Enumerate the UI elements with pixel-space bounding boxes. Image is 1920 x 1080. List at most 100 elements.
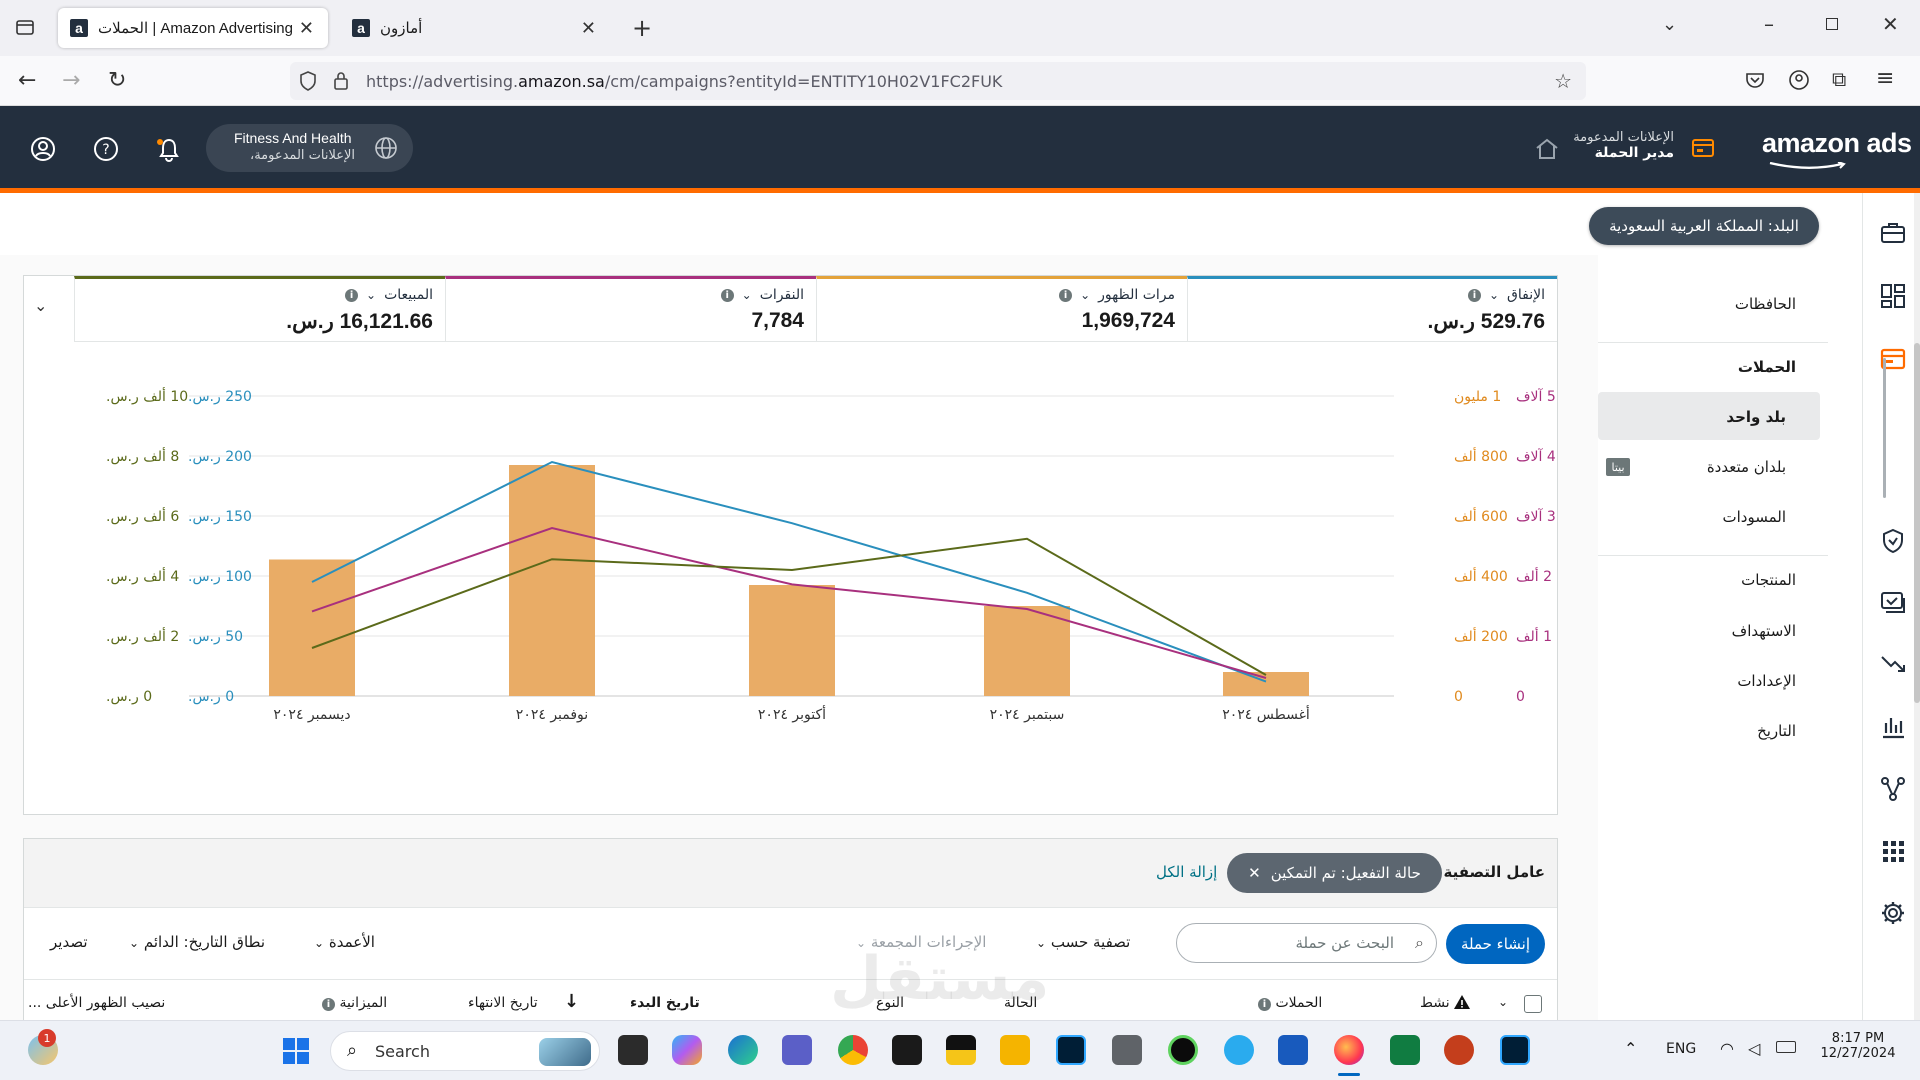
filter-by-dropdown[interactable]: تصفية حسب ⌄ bbox=[1036, 933, 1131, 951]
chevron-down-icon[interactable]: ⌄ bbox=[1662, 14, 1678, 35]
language-indicator[interactable]: ENG bbox=[1666, 1041, 1697, 1057]
sort-arrow-icon[interactable]: ↓ bbox=[564, 991, 580, 1012]
nav-portfolios[interactable]: الحافظات bbox=[1734, 295, 1796, 313]
brand-protection-shield-icon[interactable] bbox=[1879, 527, 1907, 555]
nav-single-country[interactable]: بلد واحد bbox=[1726, 408, 1786, 426]
info-icon[interactable]: i bbox=[1467, 288, 1481, 302]
help-icon[interactable]: ? bbox=[93, 136, 119, 162]
taskbar-search-box[interactable]: ⌕ Search bbox=[330, 1031, 600, 1071]
chevron-down-icon[interactable]: ⌄ bbox=[1498, 995, 1509, 1009]
clear-all-link[interactable]: إزالة الكل bbox=[1156, 863, 1218, 881]
campaign-manager-icon[interactable] bbox=[1879, 345, 1907, 373]
wifi-icon[interactable]: ◠ bbox=[1720, 1039, 1734, 1058]
edge-browser-icon[interactable] bbox=[728, 1035, 758, 1065]
chevron-down-icon[interactable]: ⌄ bbox=[366, 288, 377, 302]
url-bar[interactable]: https://advertising. amazon.sa/cm/campaig… bbox=[290, 62, 1586, 100]
info-icon[interactable]: i bbox=[1059, 288, 1073, 302]
user-profile-icon[interactable] bbox=[30, 136, 56, 162]
nav-settings[interactable]: الإعدادات bbox=[1737, 672, 1796, 690]
select-all-checkbox[interactable] bbox=[1524, 995, 1542, 1013]
columns-dropdown[interactable]: الأعمدة ⌄ bbox=[314, 933, 375, 951]
remove-filter-icon[interactable]: ✕ bbox=[1248, 864, 1261, 882]
account-icon[interactable] bbox=[1788, 69, 1810, 91]
create-campaign-button[interactable]: إنشاء حملة bbox=[1446, 924, 1545, 964]
app-icon[interactable] bbox=[892, 1035, 922, 1065]
col-type[interactable]: النوع bbox=[876, 995, 904, 1011]
bulk-actions-dropdown[interactable]: الإجراءات المجمعة ⌄ bbox=[856, 933, 987, 951]
nav-campaigns[interactable]: الحملات bbox=[1737, 358, 1796, 376]
tab-amazon[interactable]: a أمازون ✕ bbox=[340, 8, 610, 48]
col-status[interactable]: الحالة bbox=[1004, 995, 1038, 1011]
filter-chip[interactable]: حالة التفعيل: تم التمكين ✕ bbox=[1227, 853, 1442, 893]
chevron-down-icon[interactable]: ⌄ bbox=[1080, 288, 1091, 302]
file-explorer-icon[interactable] bbox=[1000, 1035, 1030, 1065]
calculator-icon[interactable] bbox=[1112, 1035, 1142, 1065]
reports-bar-chart-icon[interactable] bbox=[1879, 713, 1907, 741]
close-tab-icon[interactable]: ✕ bbox=[580, 17, 596, 39]
trend-icon[interactable] bbox=[1879, 651, 1907, 679]
word-icon[interactable] bbox=[1278, 1035, 1308, 1065]
nav-products[interactable]: المنتجات bbox=[1741, 571, 1796, 589]
tab-list-icon[interactable] bbox=[14, 16, 36, 38]
clock[interactable]: 8:17 PM 12/27/2024 bbox=[1816, 1031, 1900, 1061]
briefcase-icon[interactable] bbox=[1879, 219, 1907, 247]
pocket-icon[interactable] bbox=[1744, 69, 1766, 91]
bookmark-star-icon[interactable]: ☆ bbox=[1554, 69, 1572, 93]
back-icon[interactable]: ← bbox=[18, 68, 37, 93]
telegram-icon[interactable] bbox=[1224, 1035, 1254, 1065]
extensions-icon[interactable]: ⧉ bbox=[1832, 67, 1847, 91]
menu-icon[interactable]: ≡ bbox=[1876, 66, 1895, 91]
close-window-icon[interactable]: ✕ bbox=[1882, 12, 1899, 36]
photoshop-icon[interactable] bbox=[1500, 1035, 1530, 1065]
volume-icon[interactable]: ◁ bbox=[1748, 1039, 1761, 1058]
app-icon[interactable] bbox=[1168, 1035, 1198, 1065]
collapse-chevron-icon[interactable]: ⌄ bbox=[34, 296, 48, 315]
workflow-icon[interactable] bbox=[1879, 775, 1907, 803]
info-icon[interactable]: i bbox=[720, 288, 734, 302]
notifications-bell-icon[interactable] bbox=[155, 136, 183, 164]
apps-grid-icon[interactable] bbox=[1879, 837, 1907, 865]
chevron-up-icon[interactable]: ⌃ bbox=[1624, 1039, 1638, 1058]
col-budget[interactable]: الميزانية i bbox=[322, 995, 387, 1011]
firefox-icon[interactable] bbox=[1334, 1035, 1364, 1065]
nav-history[interactable]: التاريخ bbox=[1757, 722, 1796, 740]
forward-icon[interactable]: → bbox=[62, 68, 81, 93]
windows-start-icon[interactable] bbox=[282, 1037, 310, 1065]
search-input[interactable]: ⌕ البحث عن حملة bbox=[1176, 923, 1437, 963]
battery-icon[interactable] bbox=[1776, 1041, 1796, 1053]
metric-impressions[interactable]: مرات الظهور ⌄ i 1,969,724 bbox=[816, 276, 1187, 342]
copilot-icon[interactable] bbox=[672, 1035, 702, 1065]
chevron-down-icon[interactable]: ⌄ bbox=[741, 288, 752, 302]
metric-clicks[interactable]: النقرات ⌄ i 7,784 bbox=[445, 276, 816, 342]
close-tab-icon[interactable]: ✕ bbox=[298, 17, 314, 39]
new-tab-icon[interactable]: + bbox=[632, 14, 653, 42]
teams-icon[interactable] bbox=[782, 1035, 812, 1065]
info-icon[interactable]: i bbox=[345, 288, 359, 302]
reload-icon[interactable]: ↻ bbox=[108, 68, 127, 93]
nav-drafts[interactable]: المسودات bbox=[1722, 508, 1786, 526]
home-icon[interactable] bbox=[1534, 136, 1560, 162]
task-view-icon[interactable] bbox=[618, 1035, 648, 1065]
minimize-icon[interactable]: – bbox=[1764, 12, 1774, 36]
info-icon[interactable]: i bbox=[1258, 998, 1271, 1011]
metric-spend[interactable]: الإنفاق ⌄ i 529.76 ر.س. bbox=[1187, 276, 1557, 342]
page-scrollbar[interactable] bbox=[1914, 193, 1920, 1020]
account-selector[interactable]: Fitness And Health الإعلانات المدعومة، bbox=[206, 124, 413, 172]
export-button[interactable]: تصدير bbox=[50, 933, 88, 951]
col-start-date[interactable]: تاريخ البدء bbox=[630, 995, 700, 1011]
nav-multi-country[interactable]: بلدان متعددة bbox=[1706, 458, 1786, 476]
nav-targeting[interactable]: الاستهداف bbox=[1731, 622, 1796, 640]
shield-icon[interactable] bbox=[298, 70, 318, 92]
info-icon[interactable]: i bbox=[322, 998, 335, 1011]
col-end-date[interactable]: تاريخ الانتهاء bbox=[468, 995, 538, 1011]
dashboard-icon[interactable] bbox=[1879, 282, 1907, 310]
photoshop-icon[interactable] bbox=[1056, 1035, 1086, 1065]
media-icon[interactable] bbox=[1879, 589, 1907, 617]
chrome-icon[interactable] bbox=[838, 1035, 868, 1065]
tab-amazon-advertising[interactable]: a الحملات | Amazon Advertising ✕ bbox=[58, 8, 328, 48]
country-selector[interactable]: البلد: المملكة العربية السعودية bbox=[1589, 207, 1819, 245]
amazon-ads-logo[interactable]: amazon ads bbox=[1762, 128, 1912, 158]
lock-icon[interactable] bbox=[332, 70, 350, 92]
date-range-dropdown[interactable]: نطاق التاريخ: الدائم ⌄ bbox=[129, 933, 265, 951]
col-top-of-search-share[interactable]: نصيب الظهور الأعلى ... bbox=[28, 995, 166, 1011]
